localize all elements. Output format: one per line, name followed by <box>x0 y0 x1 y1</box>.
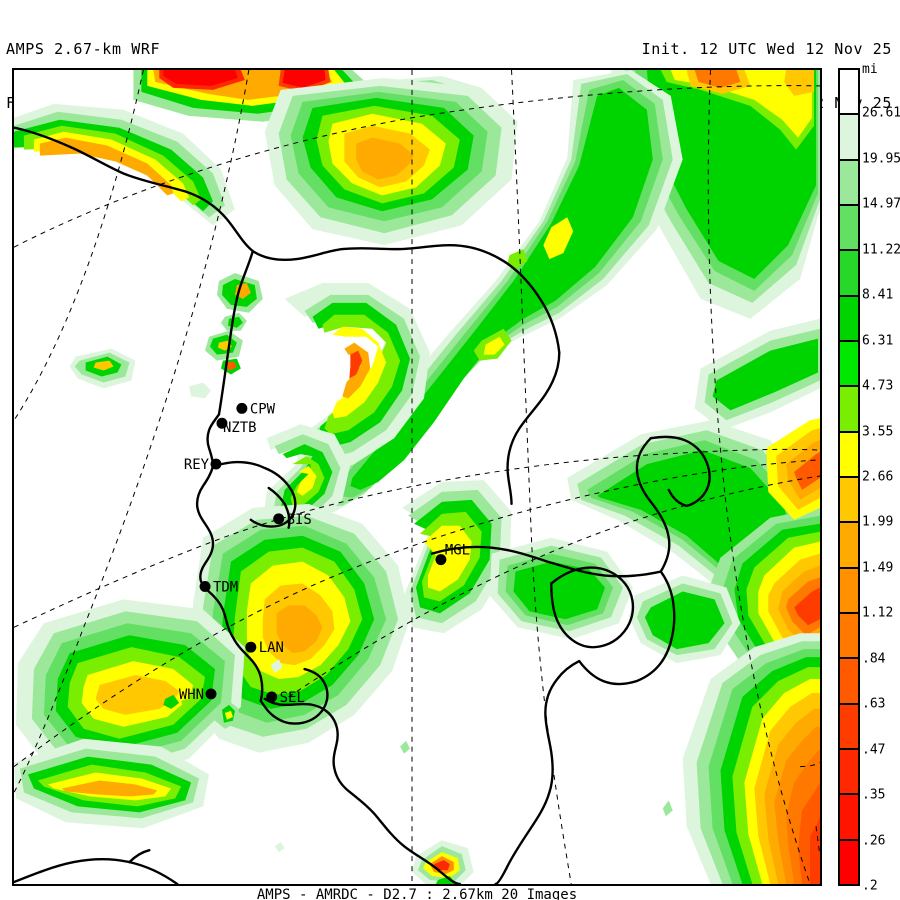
colorbar-label-2: 14.97 <box>862 196 900 212</box>
colorbar-label-5: 6.31 <box>862 333 894 349</box>
colorbar-label-16: .26 <box>862 833 886 849</box>
station-label: LAN <box>259 640 284 656</box>
colorbar-label-13: .63 <box>862 696 886 712</box>
station-whn[interactable]: WHN <box>179 687 217 703</box>
colorbar-label-4: 8.41 <box>862 287 894 303</box>
colorbar-cell-13[interactable] <box>840 659 858 705</box>
colorbar-cell-3[interactable] <box>840 205 858 252</box>
colorbar-label-15: .35 <box>862 787 886 803</box>
init-time-line: Init. 12 UTC Wed 12 Nov 25 <box>641 40 892 58</box>
colorbar-unit-label: mi <box>862 62 878 77</box>
colorbar-cell-11[interactable] <box>840 568 858 614</box>
colorbar-label-17: .2 <box>862 878 878 894</box>
colorbar-cell-17[interactable] <box>840 840 858 884</box>
colorbar[interactable] <box>838 68 860 886</box>
station-label: REY <box>184 457 210 473</box>
station-dot-icon <box>266 691 278 703</box>
station-bis[interactable]: BIS <box>273 512 312 528</box>
station-nztb[interactable]: NZTB <box>216 417 257 436</box>
station-label: SEL <box>280 690 305 706</box>
colorbar-cell-16[interactable] <box>840 795 858 841</box>
colorbar-label-1: 19.95 <box>862 151 900 167</box>
colorbar-label-10: 1.49 <box>862 560 894 576</box>
colorbar-cell-15[interactable] <box>840 749 858 796</box>
station-label: WHN <box>179 687 204 703</box>
colorbar-cell-14[interactable] <box>840 704 858 750</box>
station-markers-layer[interactable]: CPW NZTB REY BIS MGL TDM LAN WHN SEL <box>179 401 470 706</box>
station-dot-icon <box>216 417 228 429</box>
colorbar-cell-2[interactable] <box>840 160 858 206</box>
colorbar-cell-12[interactable] <box>840 613 858 660</box>
colorbar-label-6: 4.73 <box>862 378 894 394</box>
colorbar-label-7: 3.55 <box>862 424 894 440</box>
map-panel[interactable]: CPW NZTB REY BIS MGL TDM LAN WHN SEL <box>12 68 822 886</box>
visibility-shaded-field <box>14 70 820 884</box>
station-rey[interactable]: REY <box>184 457 222 473</box>
colorbar-label-12: .84 <box>862 651 886 667</box>
model-title: AMPS 2.67-km WRF <box>6 40 161 58</box>
station-mgl[interactable]: MGL <box>435 543 470 566</box>
station-label: NZTB <box>223 420 257 436</box>
visibility-field-map[interactable]: CPW NZTB REY BIS MGL TDM LAN WHN SEL <box>14 70 820 884</box>
station-dot-icon <box>210 458 222 470</box>
colorbar-label-3: 11.22 <box>862 242 900 258</box>
colorbar-cell-5[interactable] <box>840 296 858 342</box>
station-dot-icon <box>199 580 211 592</box>
bottom-caption: AMPS - AMRDC - D2.7 : 2.67km 20 Images <box>256 888 578 900</box>
colorbar-label-9: 1.99 <box>862 514 894 530</box>
colorbar-cell-4[interactable] <box>840 251 858 297</box>
station-dot-icon <box>245 641 257 653</box>
station-lan[interactable]: LAN <box>245 640 284 656</box>
colorbar-cell-8[interactable] <box>840 432 858 478</box>
colorbar-cell-10[interactable] <box>840 523 858 569</box>
station-tdm[interactable]: TDM <box>199 579 239 595</box>
station-label: CPW <box>250 401 276 417</box>
colorbar-cell-7[interactable] <box>840 387 858 433</box>
colorbar-cell-9[interactable] <box>840 477 858 524</box>
station-dot-icon <box>236 402 248 414</box>
station-label: BIS <box>287 512 312 528</box>
colorbar-label-8: 2.66 <box>862 469 894 485</box>
colorbar-cell-0[interactable] <box>840 70 858 116</box>
colorbar-cell-6[interactable] <box>840 341 858 388</box>
colorbar-cell-1[interactable] <box>840 115 858 161</box>
station-sel[interactable]: SEL <box>266 690 305 706</box>
station-dot-icon <box>205 688 217 700</box>
station-label: TDM <box>213 579 238 595</box>
station-cpw[interactable]: CPW <box>236 401 276 417</box>
colorbar-label-14: .47 <box>862 742 886 758</box>
latlon-graticule <box>14 70 820 884</box>
colorbar-tick-labels: 26.61 19.95 14.97 11.22 8.41 6.31 4.73 3.55 2.66… <box>862 68 900 894</box>
station-label: MGL <box>445 543 470 559</box>
colorbar-label-11: 1.12 <box>862 605 894 621</box>
station-dot-icon <box>435 554 447 566</box>
colorbar-label-0: 26.61 <box>862 105 900 121</box>
coastline-outlines <box>14 126 711 884</box>
station-dot-icon <box>273 513 285 525</box>
